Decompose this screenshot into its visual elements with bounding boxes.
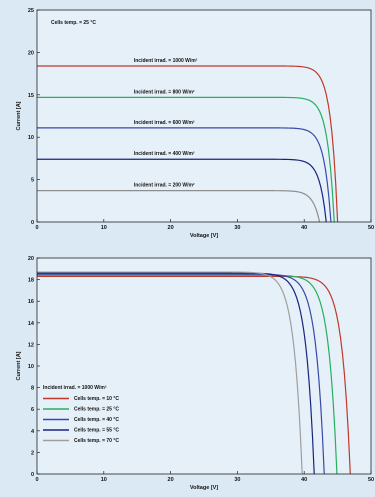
legend-entry-1: Cells temp. = 10 °C (74, 396, 119, 402)
y-tick-label: 0 (31, 220, 34, 226)
y-axis-label: Current [A] (16, 101, 22, 130)
series-line-3 (37, 127, 332, 223)
series-line-2 (37, 96, 335, 223)
y-tick-label: 20 (28, 50, 34, 56)
axis-frame (36, 9, 372, 223)
legend-entry-3: Cells temp. = 40 °C (74, 417, 119, 423)
x-tick-label: 30 (234, 477, 240, 483)
series-label-3: Incident irrad. = 600 W/m² (134, 120, 195, 126)
series-line-4 (37, 158, 327, 223)
x-axis-label: Voltage [V] (190, 485, 218, 491)
plot-area (37, 258, 371, 474)
y-axis-label: Current [A] (16, 351, 22, 380)
x-axis-label: Voltage [V] (190, 233, 218, 239)
y-tick-label: 25 (28, 8, 34, 14)
x-tick-label: 50 (368, 225, 374, 231)
y-tick-label: 2 (31, 450, 34, 456)
y-tick-label: 15 (28, 93, 34, 99)
series-label-4: Incident irrad. = 400 W/m² (134, 151, 195, 157)
series-line-2 (37, 274, 338, 475)
series-line-1 (37, 65, 339, 223)
legend-title: Incident irrad. = 1000 W/m² (43, 385, 107, 391)
y-tick-label: 18 (28, 278, 34, 284)
series-line-5 (37, 190, 321, 223)
legend-entry-4: Cells temp. = 55 °C (74, 428, 119, 434)
x-tick-label: 50 (368, 477, 374, 483)
legend: Incident irrad. = 1000 W/m² Cells temp. =… (43, 385, 119, 444)
y-tick-label: 14 (28, 321, 35, 327)
y-tick-label: 6 (31, 407, 34, 413)
x-tick-label: 30 (234, 225, 240, 231)
x-tick-label: 0 (35, 477, 38, 483)
y-tick-label: 4 (31, 429, 35, 435)
series-label-2: Incident irrad. = 800 W/m² (134, 89, 195, 95)
chart-2: 0 10 20 30 40 50 0 2 4 6 8 10 12 14 16 18 20 Voltage [V] C… (16, 256, 374, 491)
y-tick-label: 20 (28, 256, 34, 262)
chart-1: 0 10 20 30 40 50 0 5 10 15 20 25 Voltage [V] Current … (16, 8, 374, 239)
series-label-5: Incident irrad. = 200 W/m² (134, 183, 195, 189)
x-tick-label: 10 (101, 225, 107, 231)
y-tick-label: 8 (31, 386, 34, 392)
series-line-5 (37, 271, 303, 475)
y-tick-label: 10 (28, 135, 34, 141)
x-tick-label: 20 (168, 477, 174, 483)
x-tick-label: 20 (168, 225, 174, 231)
legend-entry-2: Cells temp. = 25 °C (74, 407, 119, 413)
y-tick-label: 0 (31, 472, 34, 478)
legend-entry-5: Cells temp. = 70 °C (74, 438, 119, 444)
y-tick-label: 16 (28, 299, 34, 305)
x-tick-label: 0 (35, 225, 38, 231)
x-tick-label: 40 (301, 477, 307, 483)
y-tick-label: 10 (28, 364, 34, 370)
x-tick-label: 40 (301, 225, 307, 231)
y-tick-label: 12 (28, 342, 34, 348)
series-line-4 (37, 272, 315, 475)
y-tick-label: 5 (31, 178, 34, 184)
x-tick-label: 10 (101, 477, 107, 483)
temperature-annotation: Cells temp. = 25 °C (51, 20, 96, 26)
series-label-1: Incident irrad. = 1000 W/m² (134, 58, 198, 64)
plot-area (37, 10, 371, 222)
